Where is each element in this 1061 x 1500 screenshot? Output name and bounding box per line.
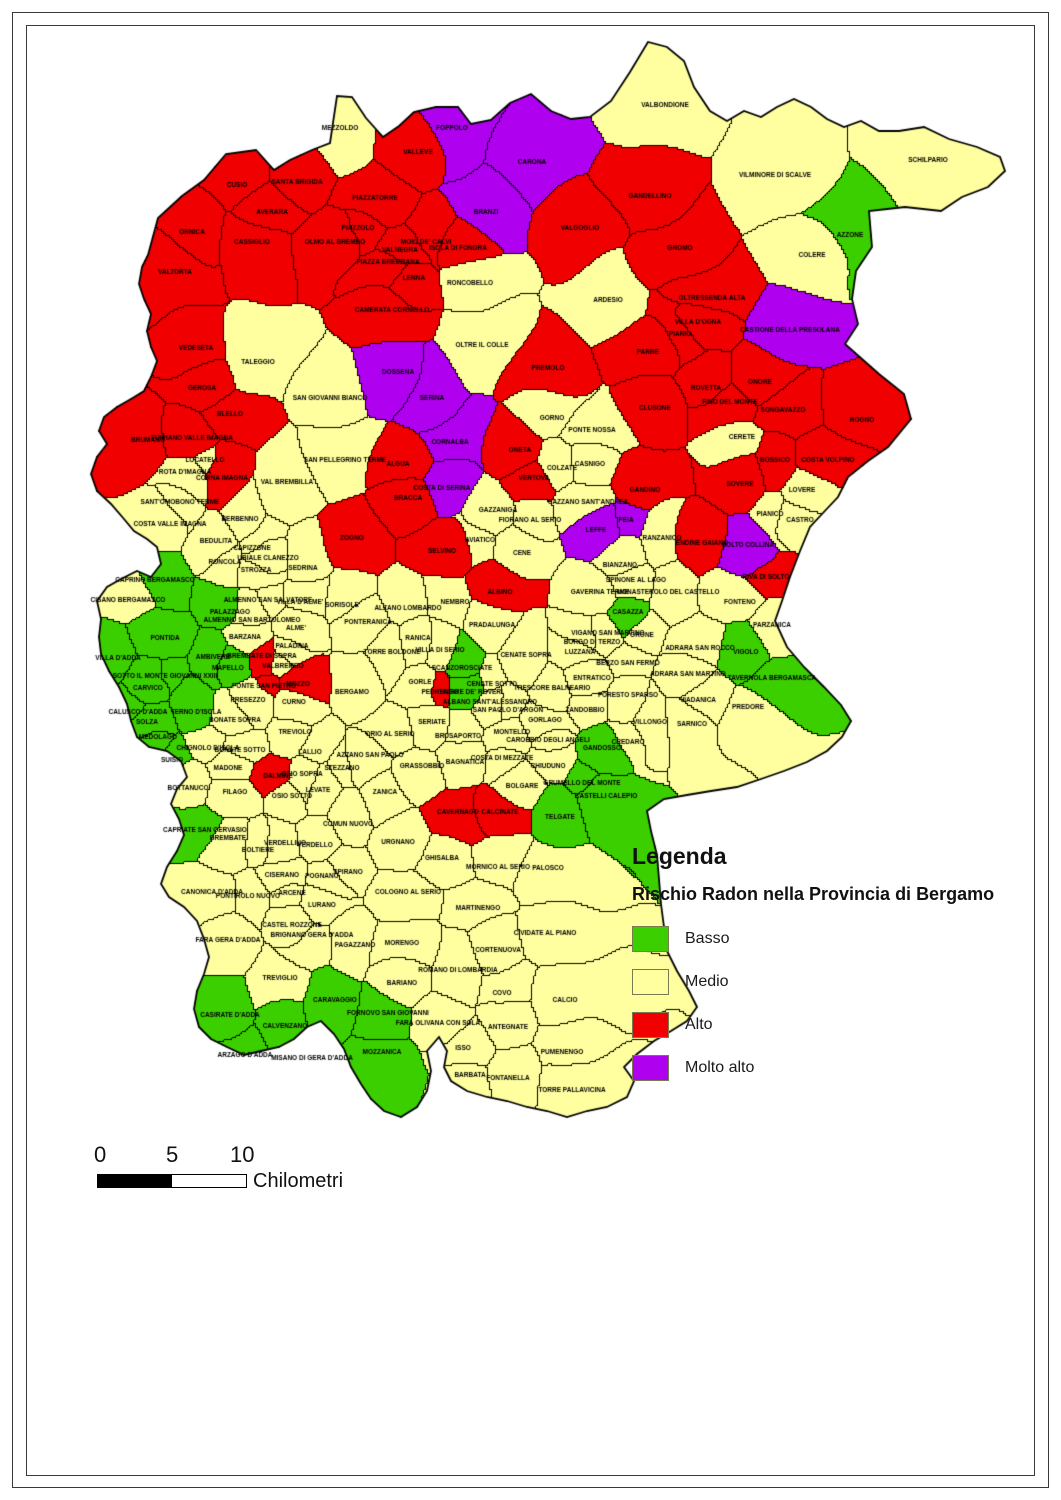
legend-label: Basso (685, 929, 730, 947)
legend-item-basso: Basso (632, 917, 1022, 960)
scale-unit-label: Chilometri (253, 1170, 344, 1192)
legend-item-molto-alto: Molto alto (632, 1046, 1022, 1089)
scale-tick-0: 0 (94, 1142, 107, 1167)
legend-item-alto: Alto (632, 1003, 1022, 1046)
legend: Legenda Rischio Radon nella Provincia di… (632, 843, 1022, 1089)
legend-swatch (632, 1054, 669, 1081)
scale-tick-5: 5 (166, 1142, 179, 1167)
legend-title: Legenda (632, 843, 727, 869)
legend-swatch (632, 968, 669, 995)
scale-tick-10: 10 (230, 1142, 255, 1167)
legend-swatch (632, 1011, 669, 1038)
legend-swatch (632, 925, 669, 952)
legend-item-medio: Medio (632, 960, 1022, 1003)
legend-label: Molto alto (685, 1058, 755, 1076)
legend-label: Alto (685, 1015, 713, 1033)
scale-bar-filled-segment (98, 1175, 172, 1187)
legend-subtitle: Rischio Radon nella Provincia di Bergamo (632, 884, 995, 904)
scale-bar: 0 5 10 Chilometri (90, 1142, 430, 1202)
scale-bar-rule (97, 1174, 247, 1188)
legend-items: Basso Medio Alto Molto alto (632, 917, 1022, 1089)
legend-label: Medio (685, 972, 729, 990)
